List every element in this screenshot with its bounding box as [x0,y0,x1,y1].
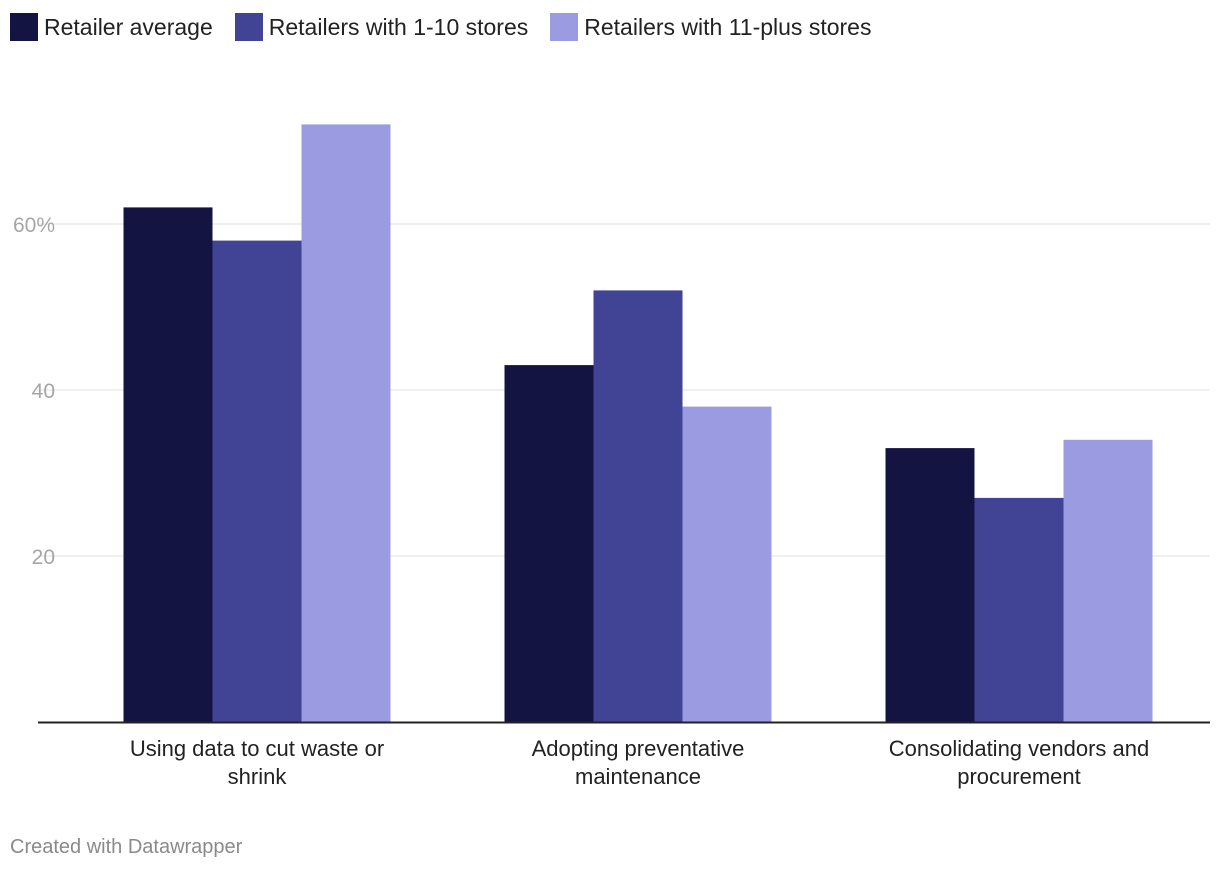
legend-label: Retailer average [44,14,213,40]
bar-1-series-1 [123,207,213,722]
bar-1-series-2 [212,240,302,722]
legend-label: Retailers with 11-plus stores [584,14,872,40]
x-category-label: Using data to cut waste or shrink [130,736,384,789]
legend-item-1-10-stores: Retailers with 1-10 stores [234,12,529,42]
bar-3-series-3 [1063,439,1153,722]
x-category-label-line: shrink [228,764,288,789]
legend-item-retailer-average: Retailer average [10,12,213,42]
bar-3-series-1 [885,448,975,722]
y-tick-label: 20 [32,546,55,569]
legend-swatch [10,13,38,41]
legend-swatch [234,13,263,41]
x-category-label: Adopting preventative maintenance [532,736,745,789]
chart-legend: Retailer average Retailers with 1-10 sto… [10,12,893,42]
x-category-label: Consolidating vendors and procurement [889,736,1150,789]
bar-2-series-1 [504,365,594,722]
bar-1-series-3 [301,124,391,722]
y-tick-label: 60% [13,214,55,237]
bars [123,124,1153,722]
category-labels: Using data to cut waste or shrink Adopting… [130,736,1149,789]
legend-item-11-plus-stores: Retailers with 11-plus stores [550,12,871,42]
legend-label: Retailers with 1-10 stores [268,14,529,40]
x-category-label-line: procurement [957,764,1081,789]
y-tick-label: 40 [32,380,55,403]
bar-2-series-2 [593,290,683,722]
x-category-label-line: Using data to cut waste or [130,736,384,761]
bar-3-series-2 [974,497,1064,722]
legend-swatch [550,13,579,41]
x-category-label-line: maintenance [575,764,701,789]
x-category-label-line: Consolidating vendors and [889,736,1150,761]
x-category-label-line: Adopting preventative [532,736,745,761]
bar-2-series-3 [682,406,772,722]
credit-footer: Created with Datawrapper [10,836,243,858]
